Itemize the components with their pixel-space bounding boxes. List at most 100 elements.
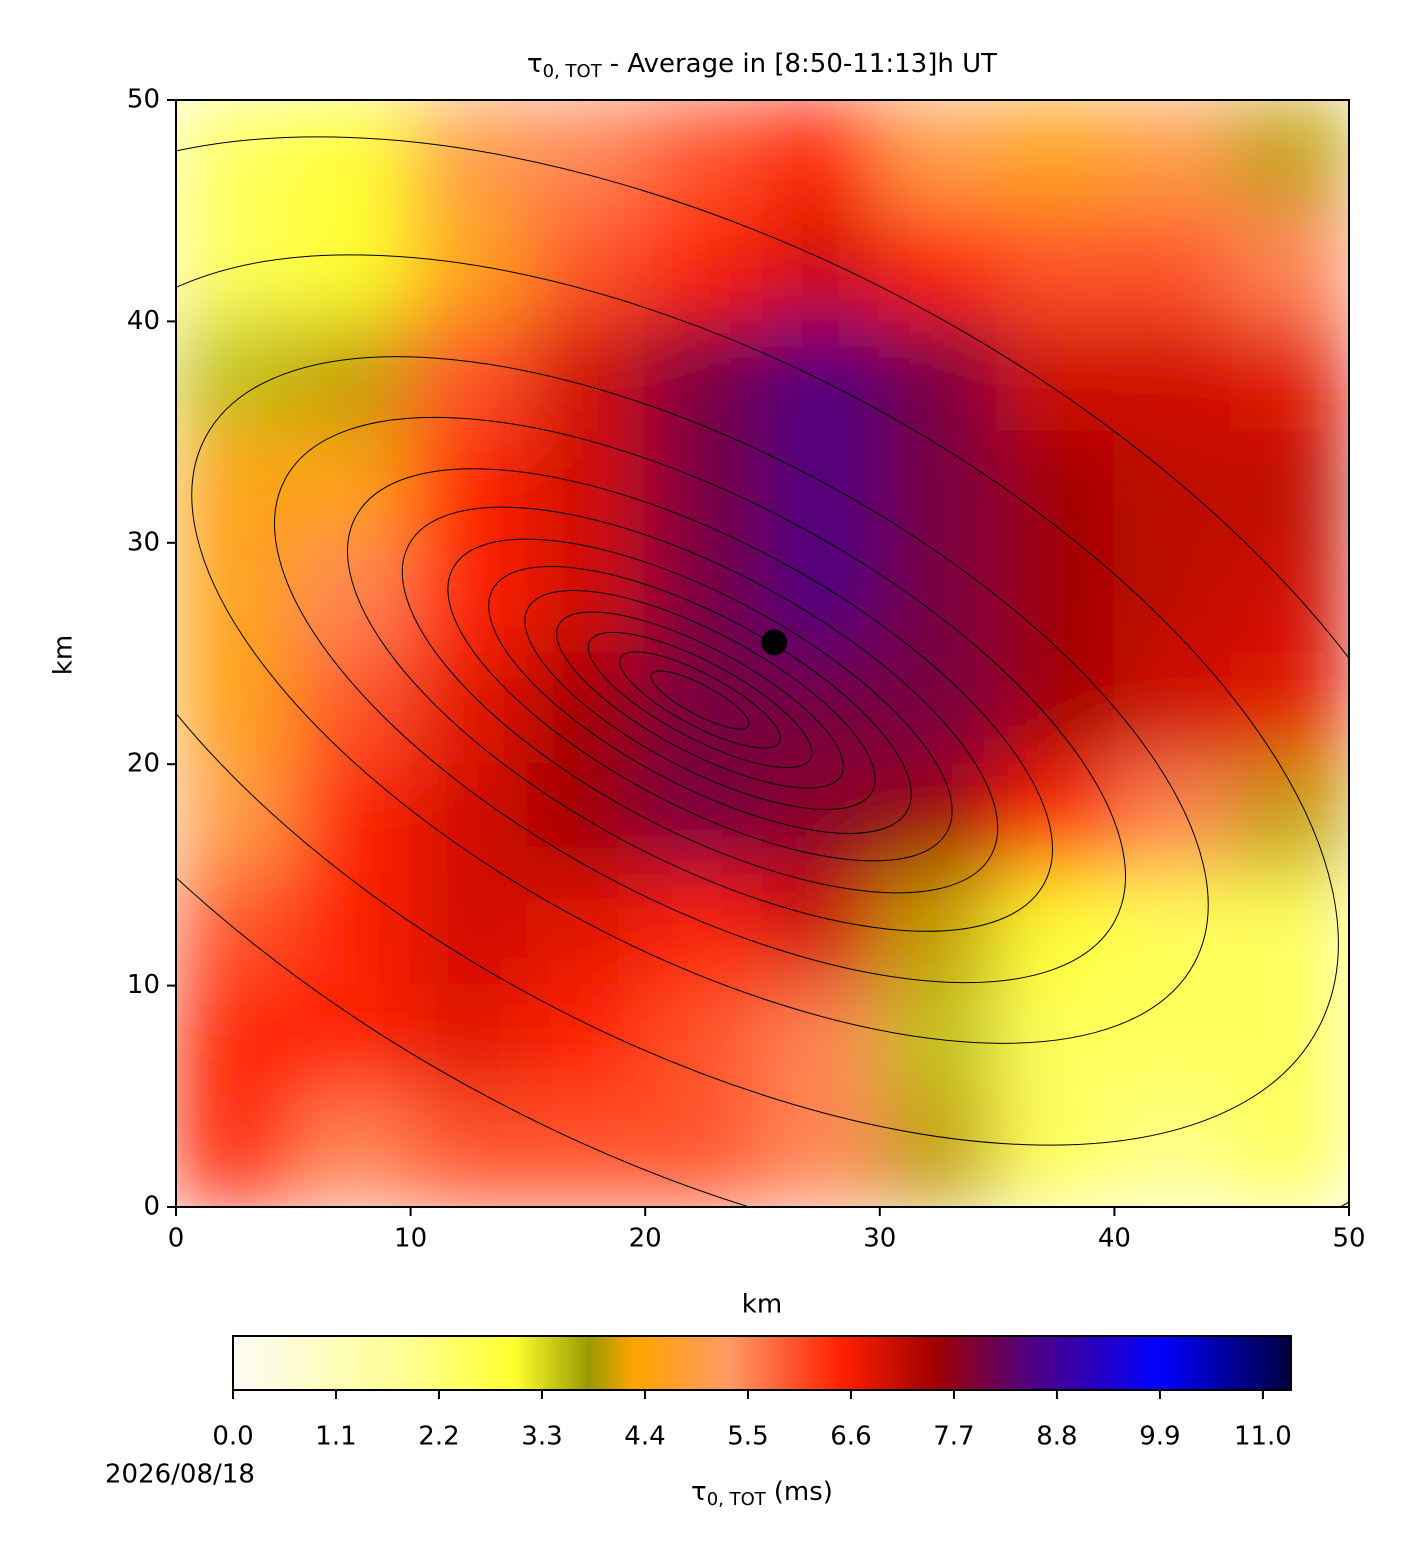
heat-cell (1113, 320, 1233, 434)
heat-cell (292, 1095, 412, 1207)
heat-cell (409, 652, 529, 766)
heat-cell (409, 984, 529, 1098)
heat-cell (761, 320, 881, 434)
heat-cell (761, 873, 881, 987)
heat-cell (644, 652, 764, 766)
heat-cell (1230, 541, 1349, 655)
colorbar-tick-label: 8.8 (1036, 1422, 1077, 1452)
x-tick-label: 50 (1332, 1224, 1365, 1254)
heat-cell (176, 541, 295, 655)
colorbar-label: τ0, TOT (ms) (691, 1477, 833, 1511)
heat-cell (644, 984, 764, 1098)
colorbar-tick-label: 1.1 (315, 1422, 356, 1452)
heat-cell (996, 431, 1116, 544)
heat-cell (644, 320, 764, 434)
colorbar-tick-label: 4.4 (624, 1422, 665, 1452)
heat-cell (292, 873, 412, 987)
heat-cell (1230, 1095, 1349, 1207)
heat-cell (878, 320, 999, 434)
heat-cell (1230, 763, 1349, 876)
heat-cell (1230, 652, 1349, 766)
heat-cell (1113, 652, 1233, 766)
heat-cell (996, 209, 1116, 323)
x-tick-label: 40 (1098, 1224, 1131, 1254)
heat-cell (996, 1095, 1116, 1207)
heat-cell (644, 1095, 764, 1207)
heat-cell (644, 873, 764, 987)
heat-cell (878, 763, 999, 876)
heat-cell (1113, 100, 1233, 212)
y-tick-label: 40 (127, 306, 160, 336)
heat-cell (176, 873, 295, 987)
heat-cell (1113, 873, 1233, 987)
heat-cell (996, 652, 1116, 766)
heat-cell (526, 431, 647, 544)
heat-cell (526, 1095, 647, 1207)
heat-cell (996, 873, 1116, 987)
heat-cell (1230, 431, 1349, 544)
heat-cell (644, 541, 764, 655)
heat-cell (996, 763, 1116, 876)
heatmap (176, 100, 1349, 1207)
heat-cell (526, 652, 647, 766)
colorbar-tick-label: 11.0 (1234, 1422, 1292, 1452)
heat-cell (526, 984, 647, 1098)
cbar-subscript: 0, TOT (707, 1489, 767, 1510)
heat-cell (1113, 541, 1233, 655)
heat-cell (996, 541, 1116, 655)
x-tick-label: 0 (168, 1224, 185, 1254)
heat-cell (1113, 209, 1233, 323)
heat-cell (1113, 1095, 1233, 1207)
heat-cell (878, 541, 999, 655)
heat-cell (526, 873, 647, 987)
heat-cell (176, 209, 295, 323)
heat-cell (526, 100, 647, 212)
plot-frame (175, 99, 1350, 1208)
heat-cell (761, 209, 881, 323)
heat-cell (176, 1095, 295, 1207)
heat-cell (292, 652, 412, 766)
heat-cell (292, 984, 412, 1098)
heat-cell (409, 209, 529, 323)
heat-cell (1230, 209, 1349, 323)
x-tick-label: 30 (863, 1224, 896, 1254)
heat-cell (761, 763, 881, 876)
heat-cell (292, 763, 412, 876)
heatmap-cells (176, 100, 1349, 1207)
colorbar-tick-label: 5.5 (727, 1422, 768, 1452)
date: 2026/08/18 (105, 1460, 255, 1490)
colorbar-tick-label: 7.7 (933, 1422, 974, 1452)
heat-cell (1113, 984, 1233, 1098)
colorbar-tick-label: 2.2 (418, 1422, 459, 1452)
heat-cell (1230, 320, 1349, 434)
heat-cell (409, 100, 529, 212)
x-axis-label: km (742, 1290, 782, 1320)
heat-cell (409, 431, 529, 544)
heat-cell (878, 984, 999, 1098)
heat-cell (292, 431, 412, 544)
heat-cell (1230, 984, 1349, 1098)
heat-cell (409, 541, 529, 655)
y-axis-label: km (49, 635, 79, 675)
heat-cell (176, 431, 295, 544)
heat-cell (176, 763, 295, 876)
heat-cell (644, 763, 764, 876)
heat-cell (878, 1095, 999, 1207)
heat-cell (1113, 763, 1233, 876)
y-tick-label: 50 (127, 85, 160, 115)
heat-cell (1230, 100, 1349, 212)
heat-cell (526, 209, 647, 323)
heat-cell (176, 984, 295, 1098)
heat-cell (996, 984, 1116, 1098)
heat-cell (878, 209, 999, 323)
heat-cell (644, 100, 764, 212)
x-tick-label: 10 (394, 1224, 427, 1254)
y-tick-label: 10 (127, 970, 160, 1000)
chart-title: τ0, TOT - Average in [8:50-11:13]h UT (527, 49, 997, 83)
heat-cell (526, 320, 647, 434)
contours (176, 136, 1349, 1207)
heat-cell (644, 431, 764, 544)
heat-cell (409, 1095, 529, 1207)
cbar-symbol: τ (691, 1477, 707, 1507)
